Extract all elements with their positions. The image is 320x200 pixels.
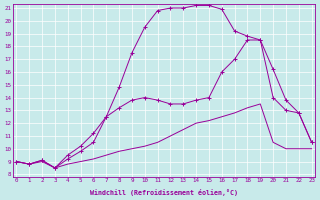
X-axis label: Windchill (Refroidissement éolien,°C): Windchill (Refroidissement éolien,°C) [90,189,238,196]
